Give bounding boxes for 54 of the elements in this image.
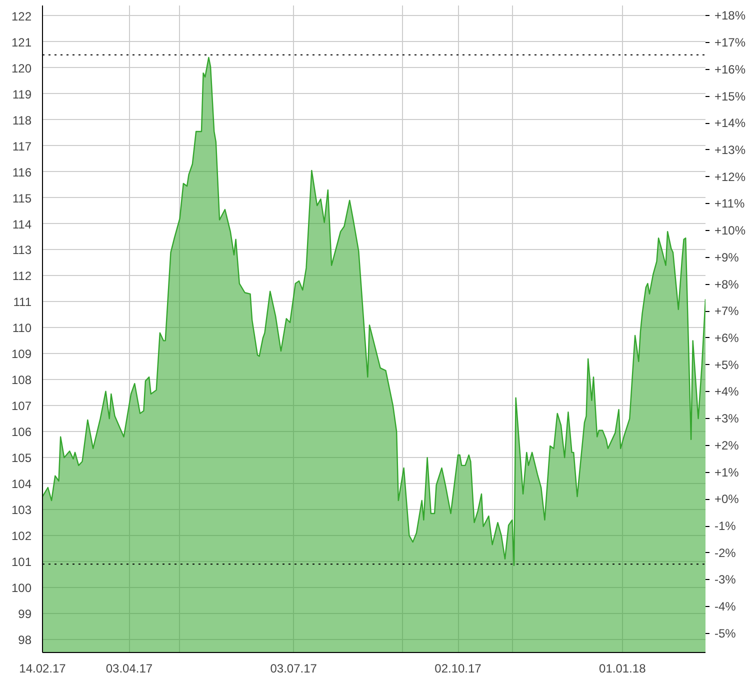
y-tick-label: 99 xyxy=(18,607,32,622)
y-tick-label: 102 xyxy=(11,529,32,544)
y-tick-label: 112 xyxy=(12,269,32,284)
y-tick-label: 121 xyxy=(11,35,32,50)
y-tick-label: 109 xyxy=(11,347,32,362)
y2-tick-label: -3% xyxy=(714,572,736,587)
y-tick-label: 122 xyxy=(11,9,32,24)
y2-tick-label: +0% xyxy=(714,492,740,506)
y2-tick-label: +1% xyxy=(714,465,740,480)
y2-tick-label: +14% xyxy=(714,116,746,130)
y2-tick-label: +9% xyxy=(714,250,740,264)
y2-tick-label: +12% xyxy=(714,170,746,184)
x-tick-label: 02.10.17 xyxy=(434,662,482,676)
y2-tick-label: +10% xyxy=(714,224,746,238)
y2-tick-label: +2% xyxy=(714,438,740,452)
y-tick-label: 120 xyxy=(11,61,32,76)
y-tick-label: 100 xyxy=(11,581,32,596)
x-tick-label: 14.02.17 xyxy=(19,662,66,676)
y-tick-label: 116 xyxy=(12,165,32,180)
y2-tick-label: +4% xyxy=(714,384,740,399)
y-tick-label: 106 xyxy=(11,425,32,440)
y-tick-label: 115 xyxy=(12,191,32,206)
y2-tick-label: +13% xyxy=(714,142,746,157)
y-tick-label: 119 xyxy=(12,87,32,102)
y-tick-label: 113 xyxy=(12,243,32,258)
y2-tick-label: -4% xyxy=(714,600,736,614)
y-tick-label: 110 xyxy=(12,321,32,336)
y2-tick-label: +5% xyxy=(714,358,740,372)
y-tick-label: 103 xyxy=(11,503,32,518)
y2-tick-label: +17% xyxy=(714,36,746,50)
y-tick-label: 105 xyxy=(11,451,32,466)
y2-tick-label: -5% xyxy=(714,626,736,640)
y2-tick-label: +15% xyxy=(714,89,746,104)
y2-tick-label: +8% xyxy=(714,277,740,292)
y2-tick-label: -2% xyxy=(714,546,736,560)
y2-tick-label: +16% xyxy=(714,62,746,76)
y2-tick-label: +3% xyxy=(714,412,740,426)
x-tick-label: 03.04.17 xyxy=(106,662,153,676)
y-tick-label: 118 xyxy=(12,113,32,128)
y2-tick-label: +7% xyxy=(714,304,740,318)
y2-tick-label: +11% xyxy=(714,196,745,211)
y-tick-label: 107 xyxy=(11,399,32,414)
y-tick-label: 104 xyxy=(11,477,32,492)
x-tick-label: 03.07.17 xyxy=(270,662,318,676)
y-tick-label: 111 xyxy=(13,295,32,310)
y-tick-label: 117 xyxy=(12,139,32,154)
y-tick-label: 114 xyxy=(12,217,32,232)
y-tick-label: 101 xyxy=(11,555,32,570)
y2-tick-label: -1% xyxy=(714,519,736,533)
y-tick-label: 98 xyxy=(18,633,32,648)
x-tick-label: 01.01.18 xyxy=(599,662,646,676)
y2-tick-label: +6% xyxy=(714,330,740,345)
y2-tick-label: +18% xyxy=(714,8,746,23)
y-tick-label: 108 xyxy=(11,373,32,388)
